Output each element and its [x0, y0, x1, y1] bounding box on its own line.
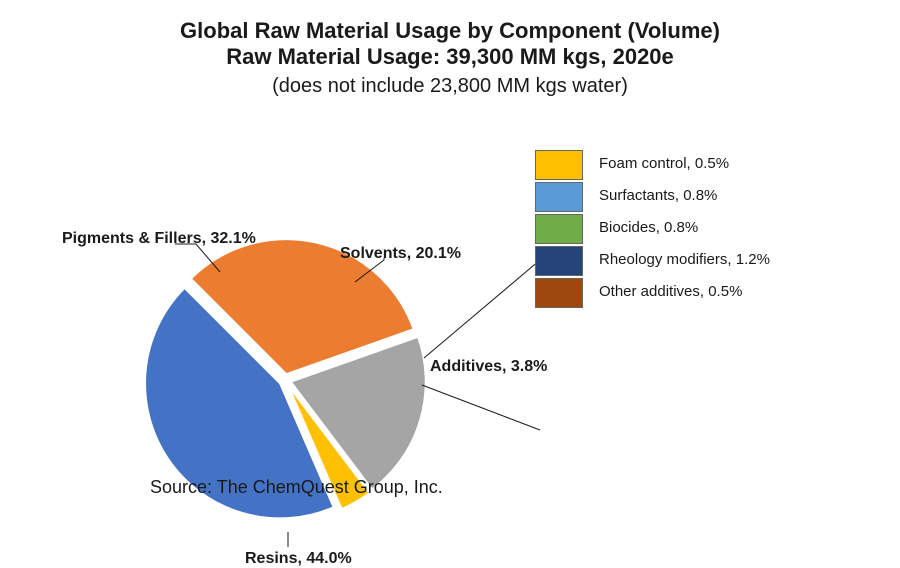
callout-line — [422, 385, 540, 430]
chart-title-block: Global Raw Material Usage by Component (… — [0, 0, 900, 98]
legend-row: Biocides, 0.8% — [535, 214, 825, 244]
legend-row: Other additives, 0.5% — [535, 278, 825, 308]
legend-swatch — [535, 278, 583, 308]
callout-line — [424, 260, 540, 358]
legend-row: Foam control, 0.5% — [535, 150, 825, 180]
slice-label: Solvents, 20.1% — [340, 245, 461, 263]
slice-label: Pigments & Fillers, 32.1% — [62, 230, 256, 248]
legend: Foam control, 0.5% Surfactants, 0.8% Bioci… — [535, 150, 825, 310]
slice-label: Resins, 44.0% — [245, 550, 352, 568]
chart-area: Pigments & Fillers, 32.1% Solvents, 20.1%… — [0, 110, 900, 510]
title-line-2: Raw Material Usage: 39,300 MM kgs, 2020e — [0, 44, 900, 70]
legend-label: Biocides, 0.8% — [583, 214, 698, 237]
legend-row: Rheology modifiers, 1.2% — [535, 246, 825, 276]
legend-label: Rheology modifiers, 1.2% — [583, 246, 770, 269]
source-text: Source: The ChemQuest Group, Inc. — [150, 477, 443, 498]
legend-label: Surfactants, 0.8% — [583, 182, 717, 205]
legend-label: Foam control, 0.5% — [583, 150, 729, 173]
slice-label: Additives, 3.8% — [430, 358, 547, 376]
legend-row: Surfactants, 0.8% — [535, 182, 825, 212]
subtitle: (does not include 23,800 MM kgs water) — [0, 75, 900, 98]
legend-swatch — [535, 214, 583, 244]
legend-label: Other additives, 0.5% — [583, 278, 742, 301]
legend-swatch — [535, 150, 583, 180]
title-line-1: Global Raw Material Usage by Component (… — [0, 18, 900, 44]
legend-swatch — [535, 182, 583, 212]
legend-swatch — [535, 246, 583, 276]
